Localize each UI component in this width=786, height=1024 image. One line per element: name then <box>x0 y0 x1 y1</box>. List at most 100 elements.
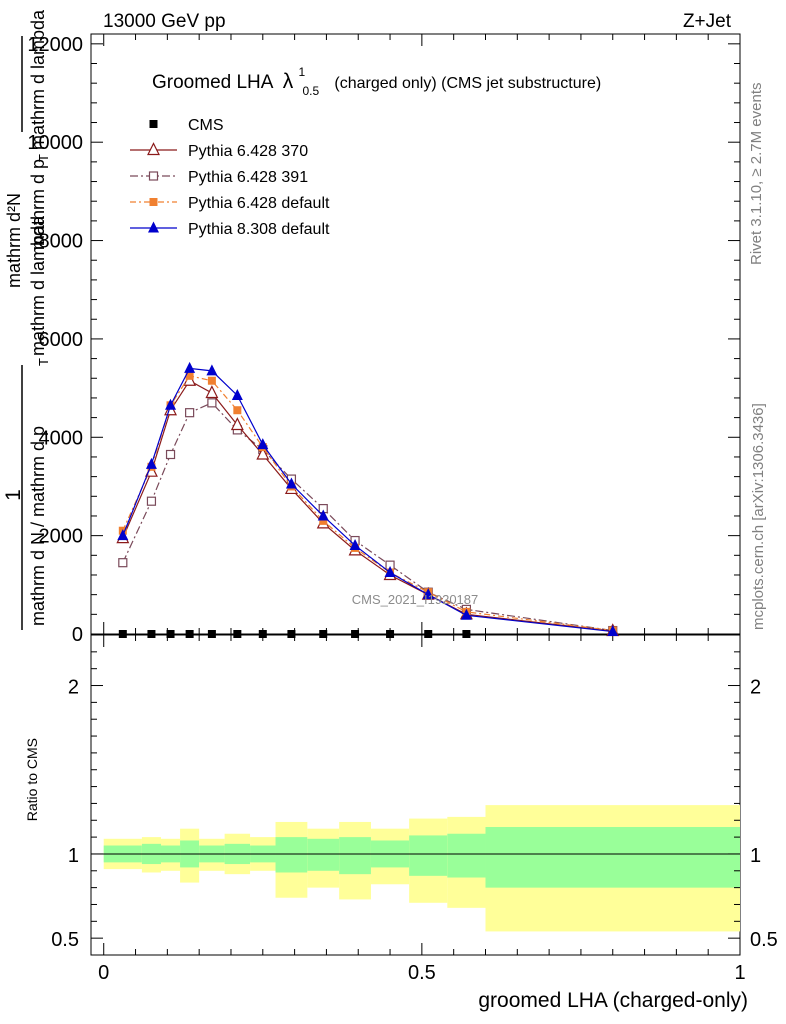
series-point <box>460 608 472 620</box>
series-point <box>118 630 127 638</box>
series-point <box>233 630 242 638</box>
main-y-tick-label: 8000 <box>39 231 84 253</box>
header-left: 13000 GeV pp <box>103 11 226 32</box>
series-point <box>384 566 396 578</box>
main-y-axis: 0 2000 4000 6000 8000 10000 12000 <box>27 34 740 646</box>
series-point <box>319 630 328 638</box>
series-point <box>607 625 619 637</box>
ratio-stat-band-7 <box>275 837 308 873</box>
ratio-plot-frame <box>90 634 741 956</box>
ylabel-denominator-1: mathrm d N / mathrm d p <box>28 426 48 626</box>
series-point <box>386 630 395 638</box>
main-y-tick-label: 0 <box>72 624 83 646</box>
series-4 <box>117 361 619 637</box>
legend-marker <box>147 142 160 156</box>
rivet-label: Rivet 3.1.10, ≥ 2.7M events <box>748 83 765 266</box>
main-y-tick-label: 10000 <box>27 132 83 154</box>
title-main: Groomed LHA <box>152 72 274 93</box>
series-point <box>185 630 194 638</box>
series-point <box>319 516 328 525</box>
series-point <box>230 417 244 431</box>
series-point <box>287 630 296 638</box>
series-point <box>206 364 218 376</box>
x-tick-label: 0.5 <box>408 962 436 984</box>
x-tick-label: 1 <box>734 962 745 984</box>
series-point <box>166 630 175 638</box>
x-tick-label: 0 <box>98 962 109 984</box>
legend-marker <box>148 221 159 233</box>
ylabel-sub-2: T <box>36 154 51 162</box>
series-0 <box>118 630 471 638</box>
legend-label: Pythia 6.428 default <box>188 195 330 212</box>
series-point <box>207 376 216 385</box>
main-y-axis-label: 1 mathrm d N / mathrm d p T mathrm d lam… <box>2 9 51 630</box>
series-point <box>185 408 195 418</box>
series-point <box>205 385 219 399</box>
ylabel-fragment-1: mathrm d lambda <box>28 215 48 356</box>
ylabel-numerator-1: 1 <box>2 489 25 501</box>
series-point <box>231 388 243 400</box>
x-axis-label: groomed LHA (charged-only) <box>478 989 748 1012</box>
header-right: Z+Jet <box>683 11 732 32</box>
main-y-tick-label: 6000 <box>39 329 84 351</box>
ratio-bands <box>103 805 740 932</box>
ratio-stat-band-12 <box>447 833 486 878</box>
series-point <box>285 477 297 489</box>
ratio-stat-band-8 <box>307 838 340 871</box>
series-point <box>184 361 196 373</box>
series-line <box>122 367 613 633</box>
legend-marker <box>149 120 158 128</box>
series-point <box>258 630 267 638</box>
series-point <box>146 496 157 506</box>
title-sup: 1 <box>298 65 305 79</box>
series-point <box>317 509 329 521</box>
main-plot-frame <box>90 33 741 635</box>
main-y-tick-label: 2000 <box>39 526 84 548</box>
ylabel-denominator-2: mathrm d p <box>28 159 48 250</box>
ratio-y-axis: 0.5 0.5 1 1 2 2 <box>51 651 778 951</box>
series-point <box>256 446 270 460</box>
series-point <box>117 529 129 541</box>
ratio-y-tick-label: 1 <box>68 845 79 867</box>
ratio-y-tick-label-right: 1 <box>750 845 761 867</box>
series-point <box>257 438 269 450</box>
series-point <box>351 630 360 638</box>
main-y-tick-label: 4000 <box>39 427 84 449</box>
series-point <box>165 449 176 460</box>
title-lambda: λ <box>283 70 294 93</box>
series-point <box>207 630 216 638</box>
series-point <box>424 630 433 638</box>
legend-label: Pythia 6.428 391 <box>188 169 308 186</box>
ratio-y-tick-label: 0.5 <box>51 929 79 951</box>
ylabel-fragment-2: mathrm d lambda <box>28 9 48 150</box>
series-point <box>207 398 217 408</box>
plot-title: Groomed LHA λ 1 0.5 (charged only) (CMS … <box>152 60 601 100</box>
series-point <box>145 457 157 469</box>
title-rest: (charged only) (CMS jet substructure) <box>334 75 601 92</box>
legend: CMS Pythia 6.428 370 Pythia 6.428 391 Pythi… <box>130 117 330 238</box>
series-point <box>147 630 156 638</box>
title-sub: 0.5 <box>302 84 319 98</box>
ylabel-sub-1: T <box>36 358 51 366</box>
ratio-y-tick-label-right: 0.5 <box>750 929 778 951</box>
ratio-stat-band-11 <box>409 835 448 876</box>
legend-marker <box>149 198 158 206</box>
series-point <box>185 371 194 380</box>
legend-label: CMS <box>188 117 224 134</box>
series-point <box>233 406 242 415</box>
ratio-y-tick-label: 2 <box>68 677 79 699</box>
series-point <box>165 398 177 410</box>
ylabel-numerator-2: mathrm d²N <box>4 193 24 288</box>
series-point <box>118 558 128 568</box>
series-point <box>422 588 434 600</box>
main-y-tick-label: 12000 <box>27 34 83 56</box>
series-layer <box>116 361 620 638</box>
ratio-stat-band-9 <box>339 837 371 875</box>
ratio-y-axis-label: Ratio to CMS <box>24 738 40 821</box>
legend-label: Pythia 6.428 370 <box>188 143 308 160</box>
ratio-y-tick-label-right: 2 <box>750 677 761 699</box>
legend-label: Pythia 8.308 default <box>188 221 330 238</box>
series-point <box>349 538 361 550</box>
ratio-stat-band-13 <box>485 827 740 888</box>
